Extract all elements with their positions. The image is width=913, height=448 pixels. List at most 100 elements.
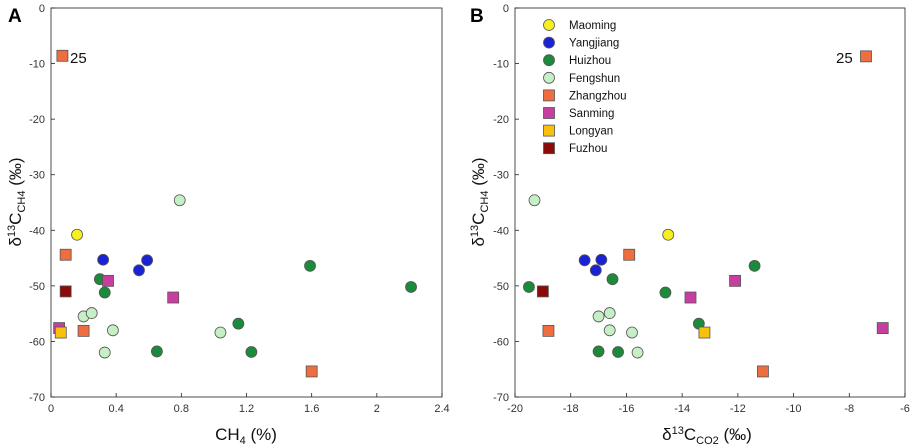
panel-b-y-tick-label: -10	[493, 59, 509, 71]
panel-b-point-yangjiang	[595, 253, 608, 266]
panel-a-points	[53, 49, 417, 378]
panel-a-x-tick-label: 0	[48, 403, 54, 415]
panel-b-point-huizhou	[523, 281, 535, 293]
legend-label-maoming: Maoming	[569, 20, 616, 32]
panel-a-ticks: 0 0.4 0.8 1.2 1.6 2 2.4 0 -10 -20 -30 -40 -50 -60 -70	[29, 3, 450, 415]
legend-marker-sanming	[543, 107, 555, 119]
legend-label-fengshun: Fengshun	[569, 73, 620, 85]
panel-b-x-tick-label: -18	[563, 403, 579, 415]
panel-b-x-tick-label: -12	[730, 403, 746, 415]
panel-b-point-zhangzhou	[757, 365, 769, 378]
panel-a-y-tick-label: -10	[29, 59, 45, 71]
panel-b-point-sanming	[729, 274, 741, 287]
panel-b-chart: B -20 -18 -16 -14 -12 -10 -8 -60-10-20-30-40-50…	[469, 3, 910, 447]
panel-b-point-fengshun	[626, 326, 638, 339]
panel-b-point-zhangzhou	[542, 324, 555, 337]
panel-a-point-huizhou	[98, 286, 111, 299]
panel-b-x-tick-label: -16	[618, 403, 634, 415]
panel-b-point-huizhou	[592, 345, 605, 358]
panel-a-x-tick-label: 2	[374, 403, 380, 415]
panel-a-point-yangjiang	[141, 254, 154, 267]
panel-b-y-tick-label: -60	[493, 336, 509, 348]
legend-marker-fuzhou	[543, 142, 555, 155]
panel-b-y-axis-label: δ13CCH4 (‰)	[469, 157, 491, 246]
panel-b-y-tick-label: 0	[503, 3, 509, 15]
legend-label-zhangzhou: Zhangzhou	[569, 90, 627, 102]
panel-a-label: A	[8, 6, 22, 27]
panel-b-point-fengshun	[592, 310, 605, 323]
panel-b-x-tick-label: -14	[674, 403, 690, 415]
legend: Maoming Yangjiang Huizhou Fengshun Zhangzhou…	[543, 19, 627, 155]
panel-a-y-tick-label: -60	[29, 336, 45, 348]
panel-a-point-huizhou	[304, 259, 316, 272]
panel-b-x-tick-label: -8	[844, 403, 854, 415]
legend-marker-yangjiang	[543, 36, 555, 49]
legend-label-yangjiang: Yangjiang	[569, 38, 619, 50]
legend-label-sanming: Sanming	[569, 108, 614, 120]
panel-a-point-huizhou	[232, 317, 245, 330]
panel-a-y-tick-label: -50	[29, 281, 45, 293]
panel-b-point-sanming	[684, 291, 697, 304]
panel-a-x-tick-label: 0.8	[174, 403, 189, 415]
panel-b-point-sanming	[876, 322, 889, 334]
panel-a-point-fengshun	[107, 324, 119, 337]
panel-a-point-fengshun	[173, 194, 186, 207]
panel-a-point-zhangzhou	[305, 365, 318, 378]
panel-a-y-tick-label: -40	[29, 225, 45, 237]
panel-a-chart: A 0 0.4 0.8 1.2 1.6 2 2.4 0 -10 -20 -30 -40 -50 -60 -7…	[6, 3, 450, 447]
panel-b-point-zhangzhou	[860, 50, 872, 63]
panel-a-point-maoming	[71, 228, 83, 241]
panel-b-plot-frame	[514, 7, 906, 398]
panel-b-x-tick-label: -20	[507, 403, 523, 415]
panel-b-point-fengshun	[603, 307, 616, 319]
panel-b-y-tick-label: -70	[493, 392, 509, 404]
panel-a-point-sanming	[167, 291, 180, 304]
panel-b-points	[523, 50, 889, 378]
panel-b-y-tick-label: -30	[493, 170, 509, 182]
panel-b-x-tick-label: -10	[786, 403, 802, 415]
panel-b-point-fuzhou	[536, 285, 549, 298]
legend-label-fuzhou: Fuzhou	[569, 143, 607, 155]
panel-a-point-sanming	[102, 274, 114, 287]
panel-a-point-zhangzhou	[77, 324, 90, 337]
panel-b-y-tick-label: -40	[493, 225, 509, 237]
legend-label-huizhou: Huizhou	[569, 55, 611, 67]
legend-marker-longyan	[543, 124, 555, 137]
panel-a-x-tick-label: 0.4	[109, 403, 124, 415]
panel-b-x-axis-label: δ13CCO2 (‰)	[662, 425, 752, 447]
panel-a-point-fengshun	[85, 307, 98, 319]
legend-label-longyan: Longyan	[569, 126, 613, 138]
panel-b-point-huizhou	[659, 286, 672, 299]
panel-b-point-huizhou	[606, 273, 619, 286]
panel-a-y-tick-label: -20	[29, 114, 45, 126]
panel-b-point-huizhou	[748, 259, 761, 272]
panel-a-point-zhangzhou	[56, 49, 69, 62]
panel-a-x-tick-label: 2.4	[434, 403, 449, 415]
panel-a-x-axis-label: CH4 (%)	[215, 425, 277, 447]
panel-b-y-tick-label: -20	[493, 114, 509, 126]
panel-a-point-fengshun	[98, 346, 111, 359]
panel-b-x-tick-label: -6	[900, 403, 910, 415]
panel-b-point-longyan	[698, 326, 711, 339]
panel-a-annotation: 25	[70, 50, 87, 67]
panel-b-point-zhangzhou	[623, 248, 636, 261]
panel-a-x-tick-label: 1.2	[239, 403, 254, 415]
panel-b-point-yangjiang	[578, 254, 591, 267]
panel-b-point-fengshun	[603, 324, 616, 337]
panel-a-y-tick-label: 0	[39, 3, 45, 15]
panel-b-point-fengshun	[631, 346, 644, 359]
legend-marker-huizhou	[543, 54, 555, 67]
panel-a-point-zhangzhou	[59, 248, 72, 261]
panel-a-point-huizhou	[405, 281, 417, 293]
panel-a-y-tick-label: -70	[29, 392, 45, 404]
legend-marker-maoming	[543, 19, 555, 31]
panel-a-point-huizhou	[245, 346, 258, 358]
panel-a-point-fuzhou	[59, 285, 72, 298]
panel-b-label: B	[470, 6, 484, 27]
panel-b-point-huizhou	[612, 346, 624, 358]
panel-a-y-axis-label: δ13CCH4 (‰)	[6, 157, 28, 246]
panel-b-point-fengshun	[528, 194, 541, 207]
panel-a-point-fengshun	[214, 326, 227, 339]
panel-b-y-tick-label: -50	[493, 281, 509, 293]
